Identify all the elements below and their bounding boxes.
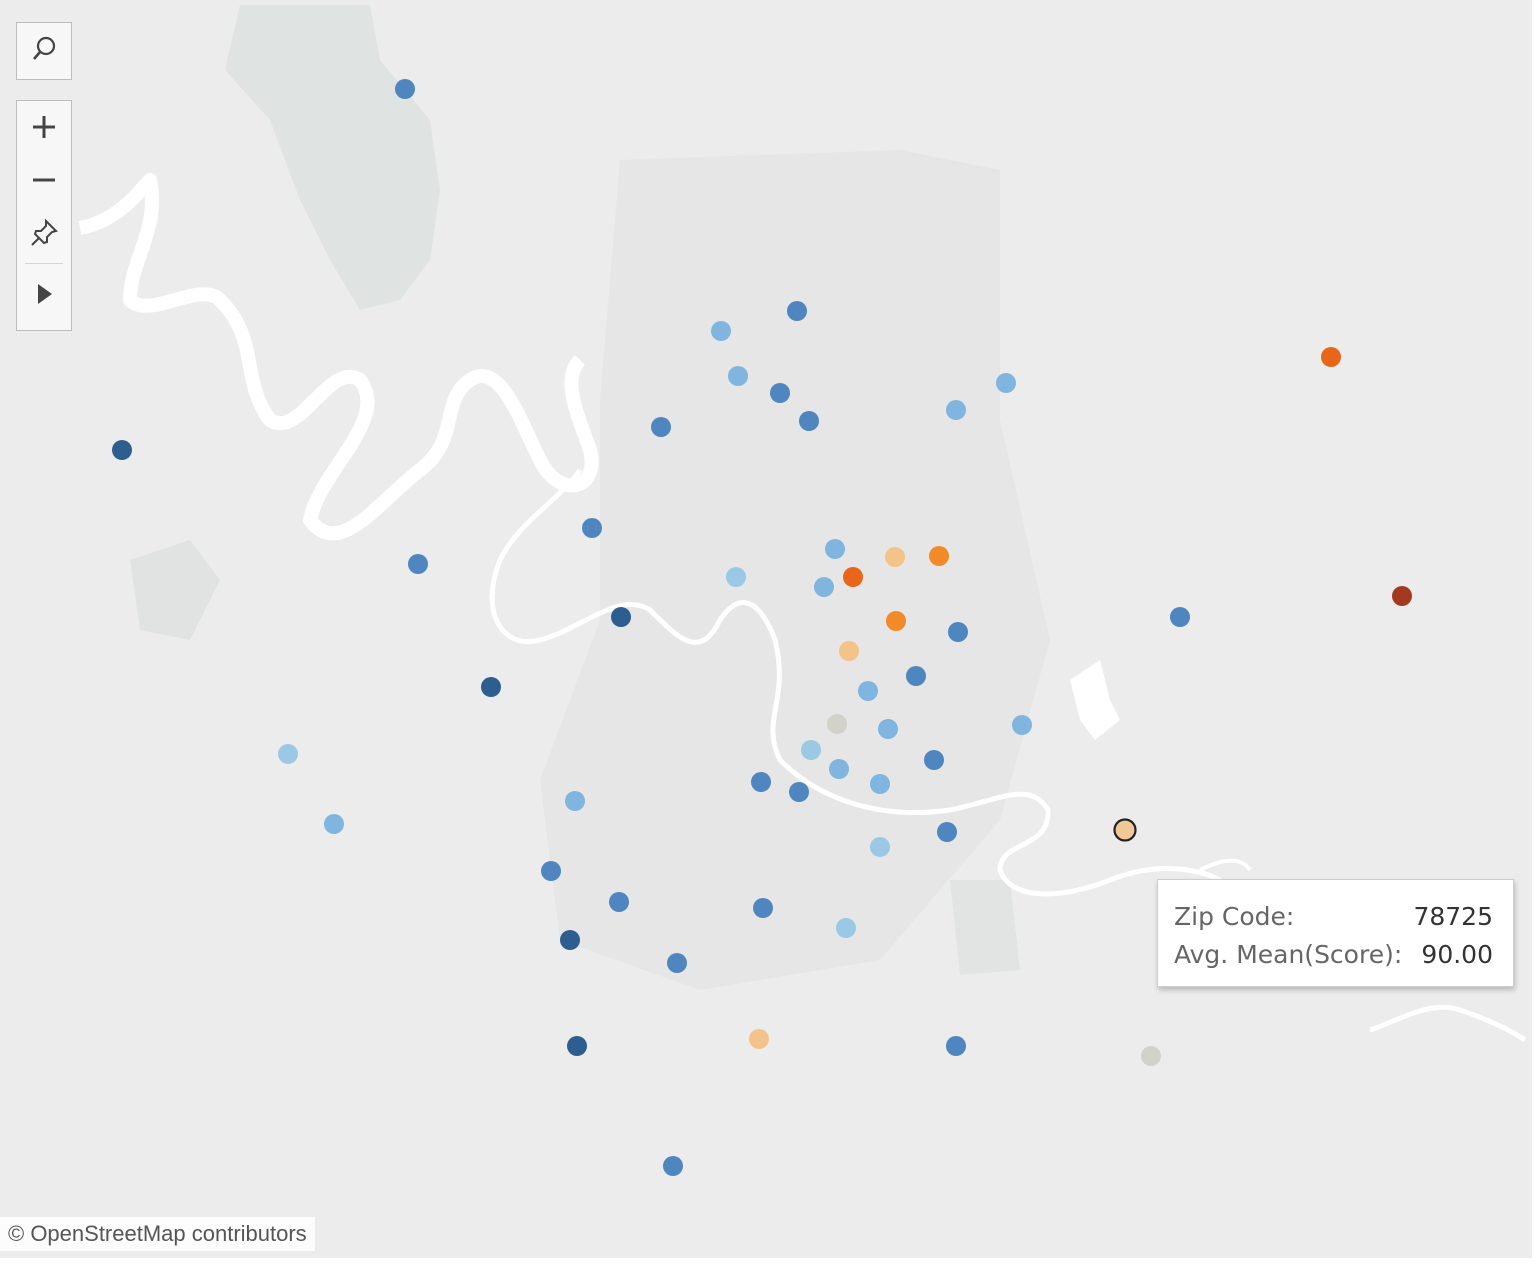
- river: [1199, 858, 1252, 872]
- mark-tooltip: Zip Code: 78725 Avg. Mean(Score): 90.00: [1157, 879, 1514, 987]
- zip-code-mark[interactable]: [1141, 1046, 1161, 1066]
- park-area: [225, 5, 440, 310]
- zip-code-mark[interactable]: [787, 301, 807, 321]
- zip-code-mark[interactable]: [924, 750, 944, 770]
- zip-code-mark[interactable]: [711, 321, 731, 341]
- zip-code-mark[interactable]: [878, 719, 898, 739]
- zip-code-mark[interactable]: [749, 1029, 769, 1049]
- zip-code-mark[interactable]: [560, 930, 580, 950]
- zip-code-mark[interactable]: [408, 554, 428, 574]
- zip-code-mark[interactable]: [946, 400, 966, 420]
- search-icon: [30, 35, 58, 67]
- zip-code-mark[interactable]: [929, 546, 949, 566]
- zip-code-mark[interactable]: [799, 411, 819, 431]
- zip-code-mark[interactable]: [770, 383, 790, 403]
- zip-code-mark[interactable]: [481, 677, 501, 697]
- zip-code-mark[interactable]: [827, 714, 847, 734]
- zip-code-mark[interactable]: [663, 1156, 683, 1176]
- zip-code-mark[interactable]: [753, 898, 773, 918]
- tooltip-row-score: Avg. Mean(Score): 90.00: [1174, 936, 1493, 974]
- zip-code-mark[interactable]: [582, 518, 602, 538]
- zip-code-mark[interactable]: [836, 918, 856, 938]
- zip-code-mark[interactable]: [814, 577, 834, 597]
- river: [489, 468, 1222, 897]
- map-controls: [16, 100, 72, 331]
- zip-code-mark[interactable]: [278, 744, 298, 764]
- zip-code-mark[interactable]: [667, 953, 687, 973]
- zip-code-mark[interactable]: [996, 373, 1016, 393]
- zoom-in-button[interactable]: [17, 101, 71, 157]
- zip-code-mark[interactable]: [395, 79, 415, 99]
- zip-code-mark[interactable]: [728, 366, 748, 386]
- map-marks: [112, 79, 1412, 1176]
- zip-code-mark[interactable]: [948, 622, 968, 642]
- plus-icon: [32, 115, 56, 143]
- zip-code-mark[interactable]: [870, 774, 890, 794]
- zip-code-mark[interactable]: [751, 772, 771, 792]
- park-area: [130, 540, 220, 640]
- zip-code-mark[interactable]: [870, 837, 890, 857]
- zip-code-mark[interactable]: [886, 611, 906, 631]
- zip-code-mark[interactable]: [1392, 586, 1412, 606]
- river: [1369, 1004, 1527, 1043]
- tooltip-score-label: Avg. Mean(Score):: [1174, 940, 1403, 969]
- tooltip-score-value: 90.00: [1421, 940, 1493, 969]
- triangle-right-icon: [34, 282, 54, 310]
- zip-code-mark[interactable]: [324, 814, 344, 834]
- zip-code-mark[interactable]: [906, 666, 926, 686]
- zoom-out-button[interactable]: [17, 157, 71, 207]
- zip-code-mark[interactable]: [946, 1036, 966, 1056]
- zip-code-mark[interactable]: [839, 641, 859, 661]
- zip-code-mark[interactable]: [609, 892, 629, 912]
- map-search-button[interactable]: [17, 23, 71, 78]
- zip-code-mark[interactable]: [825, 539, 845, 559]
- park-area: [950, 880, 1020, 975]
- zip-code-mark[interactable]: [829, 759, 849, 779]
- urban-area: [540, 150, 1050, 990]
- tooltip-zip-value: 78725: [1413, 902, 1493, 931]
- zip-code-mark[interactable]: [858, 681, 878, 701]
- river: [78, 173, 599, 541]
- zip-code-mark[interactable]: [1321, 347, 1341, 367]
- zip-code-mark[interactable]: [1170, 607, 1190, 627]
- map-attribution[interactable]: © OpenStreetMap contributors: [0, 1217, 315, 1251]
- zip-code-mark[interactable]: [567, 1036, 587, 1056]
- zip-code-mark[interactable]: [885, 547, 905, 567]
- expand-toolbar-button[interactable]: [17, 264, 71, 328]
- zip-code-mark[interactable]: [937, 822, 957, 842]
- toolbar-divider: [25, 263, 63, 264]
- selected-zip-mark[interactable]: [1113, 818, 1137, 842]
- zip-code-mark[interactable]: [541, 861, 561, 881]
- zip-code-mark[interactable]: [726, 567, 746, 587]
- tooltip-row-zip: Zip Code: 78725: [1174, 898, 1493, 936]
- zip-code-mark[interactable]: [611, 607, 631, 627]
- zip-code-mark[interactable]: [789, 782, 809, 802]
- pin-map-button[interactable]: [17, 207, 71, 263]
- zip-code-mark[interactable]: [651, 417, 671, 437]
- minus-icon: [32, 168, 56, 196]
- tooltip-zip-label: Zip Code:: [1174, 902, 1295, 931]
- search-control: [16, 22, 72, 80]
- zip-code-mark[interactable]: [565, 791, 585, 811]
- zip-code-mark[interactable]: [112, 440, 132, 460]
- zip-code-mark[interactable]: [843, 567, 863, 587]
- zip-code-mark[interactable]: [1012, 715, 1032, 735]
- zip-code-mark[interactable]: [801, 740, 821, 760]
- pushpin-icon: [29, 218, 59, 252]
- lake: [1070, 660, 1120, 740]
